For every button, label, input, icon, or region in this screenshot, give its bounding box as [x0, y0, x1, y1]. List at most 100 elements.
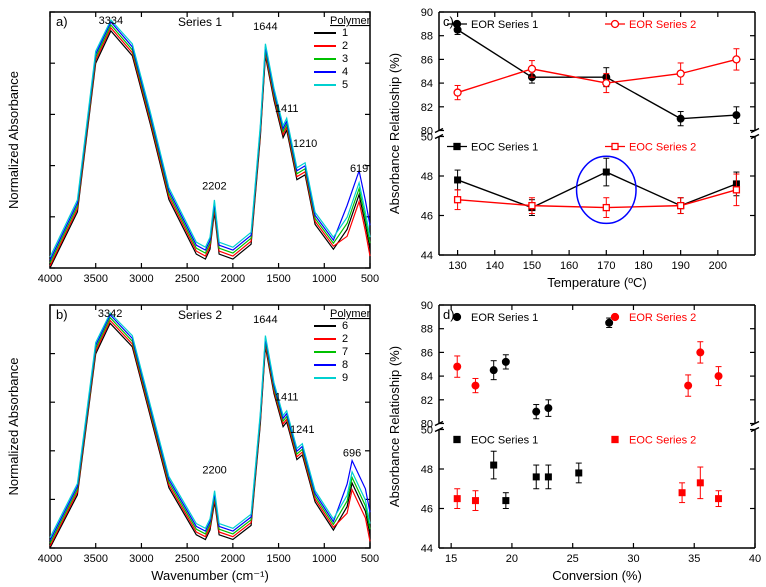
xtick-label: 1500 [266, 553, 290, 565]
peak-label: 1411 [275, 103, 299, 115]
ytick-label: 48 [421, 464, 433, 476]
data-point [454, 363, 461, 370]
ytick-label: 48 [421, 171, 433, 183]
xtick-label: 180 [634, 260, 652, 272]
data-point [472, 498, 478, 504]
legend-label: EOR Series 1 [471, 312, 538, 324]
xtick-label: 160 [560, 260, 578, 272]
legend-label: EOC Series 1 [471, 142, 538, 154]
ytick-label: 90 [421, 7, 433, 19]
xtick-label: 130 [448, 260, 466, 272]
peak-label: 1210 [293, 138, 317, 150]
xtick-label: 4000 [38, 553, 62, 565]
panel-b: 4000350030002500200015001000500334222001… [0, 293, 383, 587]
legend-label: EOC Series 1 [471, 435, 538, 447]
xtick-label: 2000 [221, 273, 245, 285]
legend-title: Polymer [330, 308, 371, 320]
xtick-label: 30 [627, 553, 639, 565]
series-line [458, 59, 737, 92]
legend-label: 2 [342, 40, 348, 52]
data-point [528, 65, 535, 72]
data-point [716, 496, 722, 502]
xtick-label: 35 [688, 553, 700, 565]
xtick-label: 3500 [83, 553, 107, 565]
xtick-label: 4000 [38, 273, 62, 285]
ytick-label: 50 [421, 132, 433, 144]
legend-label: 6 [342, 320, 348, 332]
data-point [490, 367, 497, 374]
legend-label: 8 [342, 359, 348, 371]
ytick-label: 88 [421, 31, 433, 43]
peak-label: 696 [343, 448, 361, 460]
panel-c: 1301401501601701801902008082848688904446… [383, 0, 766, 293]
data-point [677, 70, 684, 77]
data-point [454, 89, 461, 96]
peak-label: 1411 [275, 391, 299, 403]
legend-label: 7 [342, 346, 348, 358]
panel-label: d) [443, 307, 455, 322]
data-point [677, 115, 684, 122]
spectrum-line [50, 323, 370, 548]
legend-label: 5 [342, 79, 348, 91]
x-axis-title: Temperature (ºC) [547, 275, 646, 290]
data-point [733, 112, 740, 119]
xtick-label: 190 [671, 260, 689, 272]
data-point [545, 405, 552, 412]
ytick-label: 82 [421, 395, 433, 407]
data-point [455, 197, 461, 203]
series-title: Series 1 [178, 15, 222, 29]
panel-d: 15202530354080828486889044464850Conversi… [383, 293, 766, 587]
legend-label: EOC Series 2 [629, 435, 696, 447]
ytick-label: 46 [421, 504, 433, 516]
data-point [502, 358, 509, 365]
legend-label: EOR Series 2 [629, 312, 696, 324]
xtick-label: 140 [486, 260, 504, 272]
data-point [733, 56, 740, 63]
xtick-label: 40 [749, 553, 761, 565]
xtick-label: 3000 [129, 273, 153, 285]
data-point [603, 205, 609, 211]
ytick-label: 44 [421, 543, 433, 555]
data-point [715, 373, 722, 380]
ytick-label: 46 [421, 211, 433, 223]
figure-grid: 4000350030002500200015001000500333422021… [0, 0, 766, 587]
peak-label: 1241 [290, 424, 314, 436]
data-point [697, 480, 703, 486]
xtick-label: 3500 [83, 273, 107, 285]
xtick-label: 20 [506, 553, 518, 565]
peak-label: 1644 [253, 21, 277, 33]
spectrum-line [50, 25, 370, 263]
legend-label: 1 [342, 27, 348, 39]
x-axis-title: Wavenumber (cm⁻¹) [151, 568, 269, 583]
ytick-label: 88 [421, 324, 433, 336]
xtick-label: 500 [361, 273, 379, 285]
legend-label: 9 [342, 372, 348, 384]
peak-label: 2200 [202, 465, 226, 477]
data-point [733, 187, 739, 193]
xtick-label: 15 [445, 553, 457, 565]
panel-label: c) [443, 14, 454, 29]
data-point [606, 319, 613, 326]
ytick-label: 86 [421, 54, 433, 66]
xtick-label: 1000 [312, 553, 336, 565]
data-point [533, 408, 540, 415]
data-point [503, 498, 509, 504]
peak-label: 3334 [99, 15, 123, 27]
data-point [491, 462, 497, 468]
peak-label: 619 [350, 163, 368, 175]
series-line [458, 190, 737, 208]
peak-label: 1644 [253, 314, 277, 326]
data-point [529, 203, 535, 209]
data-point [576, 470, 582, 476]
xtick-label: 2500 [175, 273, 199, 285]
ytick-label: 90 [421, 300, 433, 312]
ytick-label: 84 [421, 371, 433, 383]
peak-label: 2202 [202, 181, 226, 193]
ytick-label: 82 [421, 102, 433, 114]
panel-label: a) [56, 14, 68, 29]
xtick-label: 500 [361, 553, 379, 565]
spectrum-line [50, 28, 370, 266]
ytick-label: 44 [421, 250, 433, 262]
data-point [533, 474, 539, 480]
legend-label: 4 [342, 66, 348, 78]
